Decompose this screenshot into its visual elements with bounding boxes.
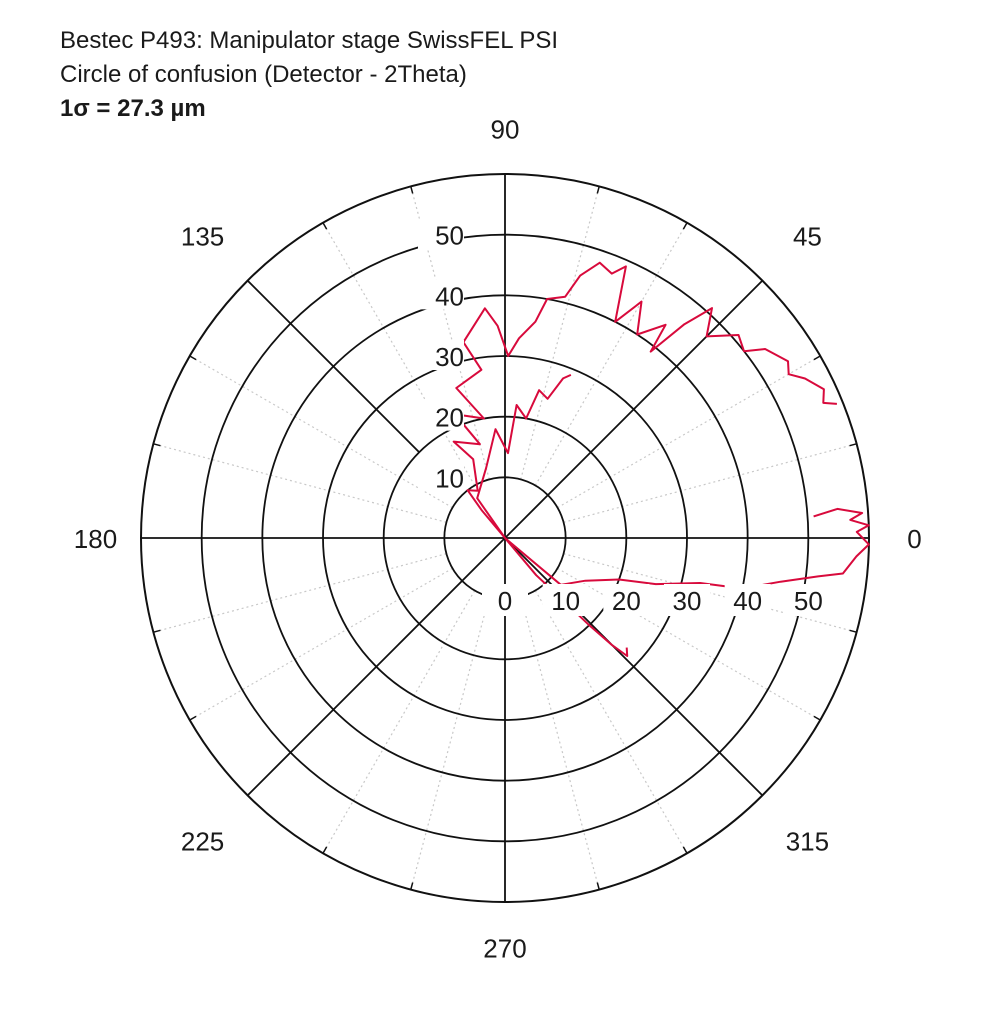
minor-angle-gridline bbox=[322, 222, 476, 486]
angle-tick bbox=[596, 186, 600, 194]
chart-title: Bestec P493: Manipulator stage SwissFEL … bbox=[60, 27, 559, 54]
angle-tick bbox=[322, 222, 328, 230]
chart-subtitle: Circle of confusion (Detector - 2Theta) bbox=[60, 61, 467, 88]
radial-tick-label-left: 10 bbox=[435, 463, 464, 493]
angle-tick-label: 270 bbox=[483, 934, 526, 964]
radial-tick-label-bottom: 40 bbox=[733, 586, 762, 616]
radial-tick-label-bottom: 20 bbox=[612, 586, 641, 616]
angle-tick-label: 225 bbox=[181, 826, 224, 856]
minor-angle-gridline bbox=[534, 590, 688, 854]
label-background bbox=[664, 584, 710, 616]
radial-tick-label-left: 50 bbox=[435, 221, 464, 251]
minor-angle-gridline bbox=[563, 553, 857, 633]
minor-angle-gridline bbox=[534, 222, 688, 486]
angle-tick bbox=[410, 882, 414, 890]
label-background bbox=[785, 584, 832, 616]
radial-tick-label-bottom: 0 bbox=[498, 586, 512, 616]
minor-angle-gridline bbox=[153, 553, 447, 633]
major-angle-gridline bbox=[504, 279, 764, 539]
angle-tick-label: 0 bbox=[907, 524, 921, 554]
angle-tick bbox=[410, 186, 414, 194]
angle-tick bbox=[849, 443, 857, 447]
minor-angle-gridline bbox=[563, 443, 857, 523]
radial-tick-label-bottom: 50 bbox=[794, 586, 823, 616]
minor-angle-gridline bbox=[189, 567, 453, 721]
minor-angle-gridline bbox=[557, 567, 821, 721]
data-series-2 bbox=[476, 373, 572, 539]
angle-tick-label: 315 bbox=[786, 826, 829, 856]
angle-tick-label: 90 bbox=[491, 115, 520, 145]
radial-tick-label-bottom: 30 bbox=[673, 586, 702, 616]
angle-tick bbox=[813, 355, 821, 361]
angle-tick bbox=[682, 846, 688, 854]
major-angle-gridline bbox=[504, 537, 764, 797]
minor-angle-gridline bbox=[189, 355, 453, 509]
label-background bbox=[603, 584, 650, 616]
angle-tick bbox=[849, 629, 857, 633]
radial-tick-label-left: 30 bbox=[435, 342, 464, 372]
radial-tick-label-bottom: 10 bbox=[551, 586, 580, 616]
angle-tick bbox=[153, 443, 161, 447]
label-background bbox=[418, 279, 464, 310]
angle-tick bbox=[322, 846, 328, 854]
major-angle-gridline bbox=[246, 537, 506, 797]
data-series-1 bbox=[452, 261, 837, 539]
angle-tick-label: 45 bbox=[793, 222, 822, 252]
angle-tick-label: 180 bbox=[74, 524, 117, 554]
label-background bbox=[418, 218, 464, 249]
data-series-3 bbox=[504, 507, 870, 590]
data-series-4 bbox=[504, 537, 629, 657]
angle-tick bbox=[813, 715, 821, 721]
label-background bbox=[418, 340, 464, 370]
angle-tick bbox=[596, 882, 600, 890]
minor-angle-gridline bbox=[410, 596, 490, 890]
angle-tick bbox=[682, 222, 688, 230]
major-angle-gridline bbox=[246, 279, 420, 453]
angle-tick bbox=[189, 715, 197, 721]
label-background bbox=[418, 461, 464, 492]
angle-tick-label: 135 bbox=[181, 222, 224, 252]
label-background bbox=[482, 584, 528, 616]
minor-angle-gridline bbox=[557, 355, 821, 509]
angle-tick bbox=[189, 355, 197, 361]
angle-tick bbox=[153, 629, 161, 633]
sigma-annotation: 1σ = 27.3 µm bbox=[60, 95, 206, 122]
minor-angle-gridline bbox=[520, 186, 600, 480]
label-background bbox=[418, 400, 464, 431]
minor-angle-gridline bbox=[410, 186, 490, 480]
radial-tick-label-left: 20 bbox=[435, 403, 464, 433]
label-background bbox=[542, 584, 589, 616]
minor-angle-gridline bbox=[322, 590, 476, 854]
minor-angle-gridline bbox=[153, 443, 447, 523]
minor-angle-gridline bbox=[520, 596, 600, 890]
radial-tick-label-left: 40 bbox=[435, 281, 464, 311]
label-background bbox=[724, 584, 771, 616]
